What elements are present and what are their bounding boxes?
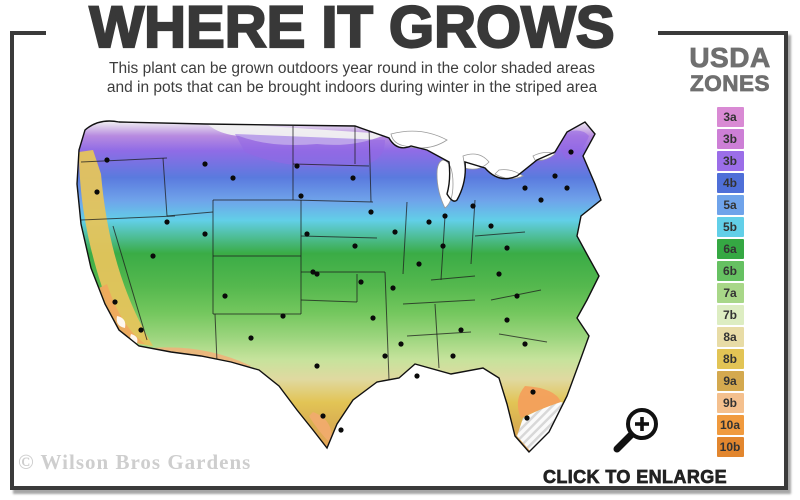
legend-swatch-10b-15: 10b xyxy=(716,436,744,457)
legend-swatch-4b-3: 4b xyxy=(716,172,744,193)
enlarge-label: CLICK TO ENLARGE xyxy=(542,467,728,488)
legend-swatch-10a-14: 10a xyxy=(716,414,744,435)
legend-title-line2: ZONES xyxy=(689,71,770,96)
legend-swatch-5b-5: 5b xyxy=(716,216,744,237)
legend-title: USDA ZONES xyxy=(680,42,780,96)
legend-swatch-list: 3a 3b 3b 4b 5a 5b 6a 6b 7a 7b 8a 8b 9a 9b 10a 10b xyxy=(680,106,780,457)
legend-swatch-8b-11: 8b xyxy=(716,348,744,369)
legend-swatch-7a-8: 7a xyxy=(716,282,744,303)
legend-swatch-8a-10: 8a xyxy=(716,326,744,347)
page-title: WHERE IT GROWS xyxy=(46,0,658,58)
legend-swatch-3b-2: 3b xyxy=(716,150,744,171)
legend-swatch-3a-0: 3a xyxy=(716,106,744,127)
legend-swatch-9b-13: 9b xyxy=(716,392,744,413)
subtitle-line1: This plant can be grown outdoors year ro… xyxy=(109,60,595,77)
subtitle-line2: and in pots that can be brought indoors … xyxy=(106,78,598,96)
legend-swatch-6b-7: 6b xyxy=(716,260,744,281)
legend-swatch-7b-9: 7b xyxy=(716,304,744,325)
magnifier-zoom-icon xyxy=(613,408,658,453)
legend-swatch-9a-12: 9a xyxy=(716,370,744,391)
usda-zones-legend: USDA ZONES 3a 3b 3b 4b 5a 5b 6a 6b 7a 7b 8a 8b 9a 9b 1… xyxy=(680,42,780,459)
click-to-enlarge-button[interactable]: CLICK TO ENLARGE xyxy=(540,404,730,490)
usda-zone-map xyxy=(55,104,620,460)
legend-swatch-3b-1: 3b xyxy=(716,128,744,149)
legend-title-line1: USDA xyxy=(689,42,771,73)
legend-swatch-5a-4: 5a xyxy=(716,194,744,215)
legend-swatch-6a-6: 6a xyxy=(716,238,744,259)
watermark: © Wilson Bros Gardens xyxy=(18,450,252,474)
subtitle: This plant can be grown outdoors year ro… xyxy=(46,60,658,98)
